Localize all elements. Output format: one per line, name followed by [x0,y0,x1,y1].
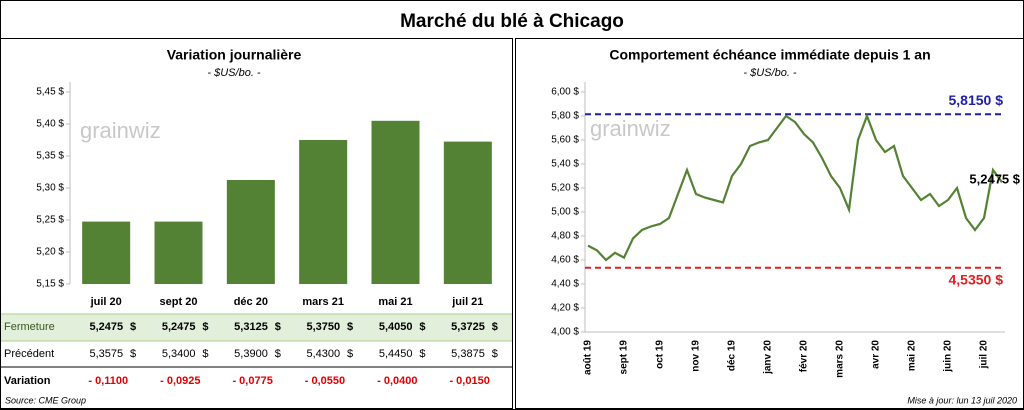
updated: Mise à jour: lun 13 juil 2020 [907,395,1017,405]
table-cell: 5,3125 [234,321,268,333]
table-cell: 5,3575 [90,348,124,360]
bar [154,221,203,284]
left-panel [0,38,513,409]
chart-title: Comportement échéance immédiate depuis 1… [609,47,930,63]
table-unit: $ [202,321,208,333]
x-tick-label: août 19 [583,340,594,375]
chart-title: Variation journalière [167,47,302,63]
y-tick-label: 5,25 $ [36,215,64,226]
bar [443,141,492,284]
y-tick-label: 5,30 $ [36,183,64,194]
x-tick-label: juil 21 [451,296,483,308]
bar [226,180,275,284]
bar [371,120,420,284]
y-tick-label: 5,45 $ [36,87,64,98]
y-tick-label: 5,40 $ [36,119,64,130]
x-tick-label: juil 20 [90,296,122,308]
table-cell: - 0,0775 [232,375,272,387]
table-cell: 5,2475 [90,321,124,333]
bar [82,221,131,284]
table-cell: 5,3400 [162,348,196,360]
x-tick-label: sept 20 [160,296,198,308]
row-label: Variation [4,375,51,387]
y-tick-label: 5,20 $ [36,247,64,258]
watermark: grainwiz [590,116,671,141]
table-cell: 5,2475 [162,321,196,333]
y-tick-label: 5,00 $ [551,207,579,218]
table-unit: $ [492,348,498,360]
y-tick-label: 5,20 $ [551,183,579,194]
table-unit: $ [347,321,353,333]
x-tick-label: mars 20 [835,340,846,378]
x-tick-label: mars 21 [302,296,344,308]
page-title: Marché du blé à Chicago [400,11,624,32]
table-cell: 5,4450 [379,348,413,360]
table-cell: 5,3725 [451,321,485,333]
chart-subtitle: - $US/bo. - [743,67,797,79]
reference-label: 5,8150 $ [949,92,1004,108]
table-cell: 5,4300 [307,348,341,360]
table-cell: 5,3900 [234,348,268,360]
table-unit: $ [202,348,208,360]
table-unit: $ [419,348,425,360]
table-cell: - 0,0150 [449,375,489,387]
table-cell: - 0,0400 [377,375,417,387]
table-unit: $ [275,348,281,360]
x-tick-label: mai 20 [907,340,918,372]
y-tick-label: 5,35 $ [36,151,64,162]
y-tick-label: 4,60 $ [551,255,579,266]
y-tick-label: 5,40 $ [551,159,579,170]
last-value-label: 5,2475 $ [969,172,1020,187]
y-tick-label: 4,00 $ [551,327,579,338]
x-tick-label: oct 19 [655,340,666,369]
y-tick-label: 6,00 $ [551,87,579,98]
x-tick-label: févr 20 [799,340,810,373]
y-tick-label: 4,40 $ [551,279,579,290]
x-tick-label: déc 20 [234,296,268,308]
table-unit: $ [130,348,136,360]
y-tick-label: 5,15 $ [36,279,64,290]
row-label: Fermeture [4,321,55,333]
table-cell: - 0,1100 [88,375,128,387]
row-label: Précédent [4,348,54,360]
bar [299,140,348,284]
table-unit: $ [492,321,498,333]
x-tick-label: juil 20 [979,340,990,370]
watermark: grainwiz [80,118,161,143]
y-tick-label: 4,20 $ [551,303,579,314]
source: Source: CME Group [5,395,86,405]
chart-subtitle: - $US/bo. - [207,67,261,79]
y-tick-label: 5,80 $ [551,111,579,122]
x-tick-label: janv 20 [763,340,774,375]
table-cell: 5,3875 [451,348,485,360]
x-tick-label: sept 19 [619,340,630,375]
table-unit: $ [419,321,425,333]
table-cell: - 0,0550 [305,375,345,387]
x-tick-label: déc 19 [727,340,738,372]
x-tick-label: avr 20 [871,340,882,369]
x-tick-label: juin 20 [943,340,954,373]
row-highlight [1,314,512,341]
series-line [587,112,1003,262]
table-unit: $ [347,348,353,360]
y-tick-label: 5,60 $ [551,135,579,146]
x-tick-label: mai 21 [378,296,412,308]
table-unit: $ [275,321,281,333]
y-tick-label: 4,80 $ [551,231,579,242]
table-unit: $ [130,321,136,333]
table-cell: 5,4050 [379,321,413,333]
table-cell: - 0,0925 [160,375,200,387]
x-tick-label: nov 19 [691,340,702,372]
table-cell: 5,3750 [307,321,341,333]
reference-label: 4,5350 $ [949,272,1004,288]
